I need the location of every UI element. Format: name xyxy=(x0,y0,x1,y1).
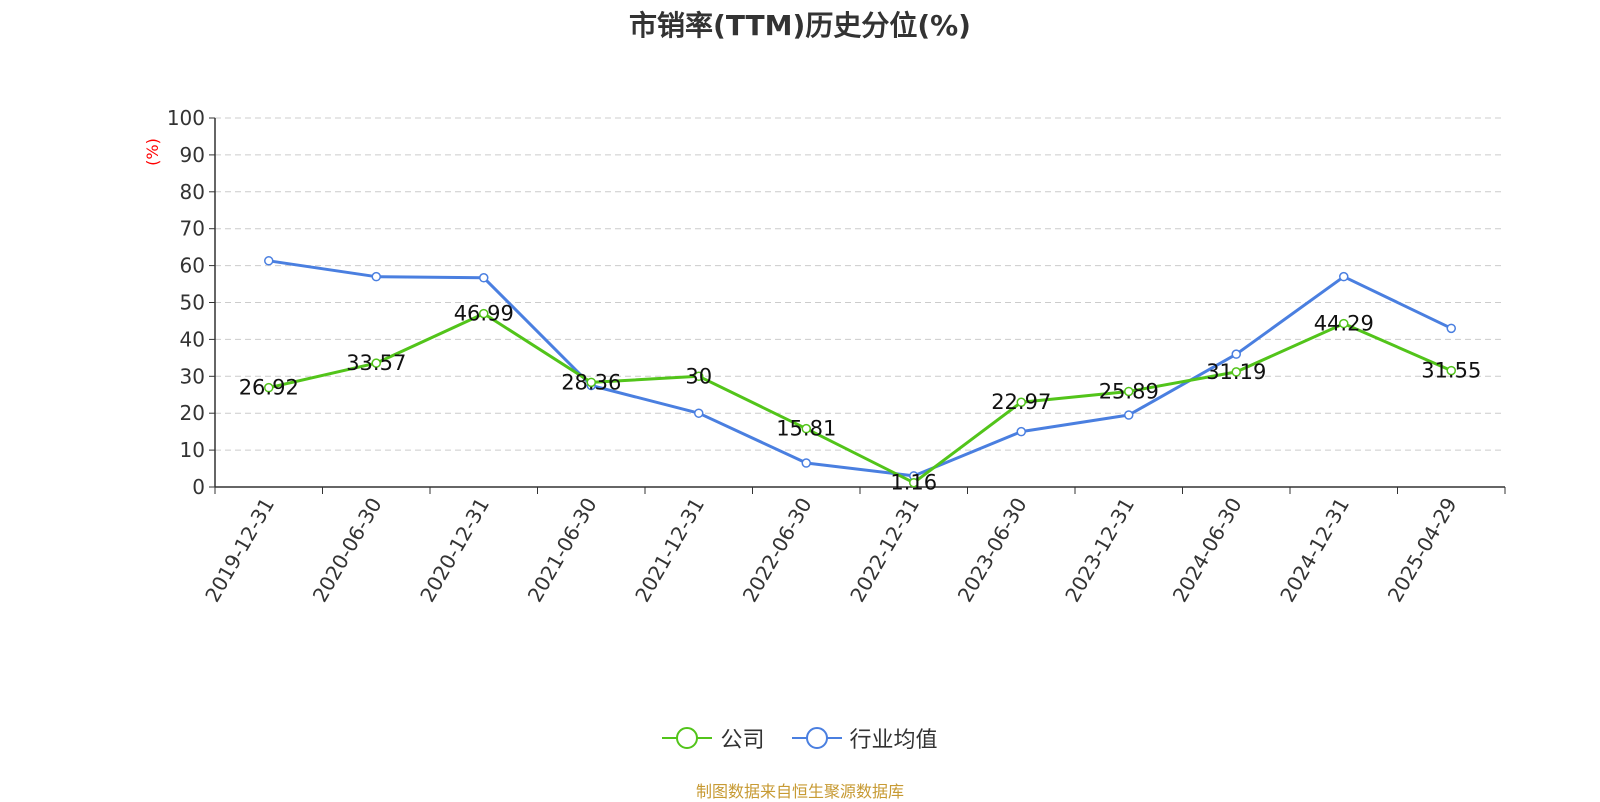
x-tick-label-0: 2019-12-31 xyxy=(200,494,279,607)
series-0-point-4 xyxy=(694,371,704,382)
chart-plot: 0 10 20 30 40 50 60 70 80 90 100 (%) 2019-12-31 2020-… xyxy=(143,106,1506,607)
y-tick-label-90: 90 xyxy=(180,143,205,167)
series-1-point-8 xyxy=(1124,410,1134,420)
legend-industry-label: 行业均值 xyxy=(849,728,938,753)
series-1-point-2 xyxy=(479,273,489,283)
data-label-11: 31.55 xyxy=(1421,359,1481,383)
y-tick-label-30: 30 xyxy=(180,364,205,388)
series-line-0 xyxy=(268,312,1452,485)
data-label-1: 33.57 xyxy=(346,351,406,375)
legend-item-company[interactable]: 公司 xyxy=(662,722,765,754)
y-tick-label-50: 50 xyxy=(180,291,205,315)
data-label-2: 46.99 xyxy=(454,302,514,326)
x-tick-label-10: 2024-12-31 xyxy=(1275,494,1354,607)
series-0-point-5 xyxy=(801,423,811,434)
legend: 公司 行业均值 xyxy=(0,722,1600,756)
series-0-point-9 xyxy=(1231,367,1241,377)
series-0-point-0 xyxy=(264,382,274,393)
data-label-10: 44.29 xyxy=(1314,312,1374,336)
data-label-7: 22.97 xyxy=(991,390,1051,414)
x-tick-label-5: 2022-06-30 xyxy=(738,494,817,607)
series-0-point-6 xyxy=(909,477,919,488)
series-lines xyxy=(264,256,1456,488)
y-tick-label-0: 0 xyxy=(192,475,205,499)
x-tick-label-7: 2023-06-30 xyxy=(953,494,1032,607)
series-0-point-8 xyxy=(1124,386,1134,397)
legend-item-industry[interactable]: 行业均值 xyxy=(791,722,938,754)
x-tick-label-4: 2021-12-31 xyxy=(630,494,709,607)
series-1-point-0 xyxy=(264,256,274,266)
series-0-point-1 xyxy=(371,358,381,368)
data-label-4: 30 xyxy=(685,364,712,388)
chart-title: 市销率(TTM)历史分位(%) xyxy=(629,9,971,42)
data-label-0: 26.92 xyxy=(239,376,299,400)
series-1-point-1 xyxy=(371,271,381,282)
source-note: 制图数据来自恒生聚源数据库 xyxy=(695,782,904,801)
series-1-point-4 xyxy=(694,408,704,418)
series-0-point-7 xyxy=(1016,397,1026,407)
y-tick-label-70: 70 xyxy=(180,217,205,241)
data-labels: 26.92 33.57 46.99 28.36 30 15.81 1.16 22.97 25.8… xyxy=(239,302,1482,495)
series-1-point-5 xyxy=(801,458,811,468)
x-tick-label-11: 2025-04-29 xyxy=(1383,494,1462,607)
legend-company-label: 公司 xyxy=(720,728,765,753)
y-tick-label-100: 100 xyxy=(167,106,205,130)
series-0-point-2 xyxy=(479,308,489,319)
data-label-5: 15.81 xyxy=(776,417,836,441)
data-label-3: 28.36 xyxy=(561,370,621,394)
series-0-point-3 xyxy=(586,377,596,388)
series-1-point-9 xyxy=(1231,349,1241,359)
series-line-1 xyxy=(268,259,1452,478)
x-tick-label-3: 2021-06-30 xyxy=(523,494,602,607)
x-tick-label-2: 2020-12-31 xyxy=(415,494,494,607)
series-0-point-11 xyxy=(1446,365,1456,376)
series-0-point-10 xyxy=(1339,318,1349,329)
y-tick-label-10: 10 xyxy=(180,438,205,462)
y-tick-label-20: 20 xyxy=(180,401,205,425)
grid-lines xyxy=(215,117,1505,451)
x-tick-label-1: 2020-06-30 xyxy=(308,494,387,607)
x-tick-label-8: 2023-12-31 xyxy=(1060,494,1139,607)
legend-industry-icon xyxy=(791,727,842,749)
y-tick-label-40: 40 xyxy=(180,327,205,351)
x-tick-label-9: 2024-06-30 xyxy=(1168,494,1247,607)
data-label-8: 25.89 xyxy=(1099,379,1159,403)
legend-company-icon xyxy=(662,727,713,749)
y-axis-label: (%) xyxy=(143,138,162,166)
series-1-point-10 xyxy=(1339,271,1349,282)
y-tick-label-80: 80 xyxy=(180,180,205,204)
x-tick-label-6: 2022-12-31 xyxy=(845,494,924,607)
series-1-point-11 xyxy=(1446,323,1456,334)
series-1-point-7 xyxy=(1016,426,1026,437)
data-label-6: 1.16 xyxy=(890,471,937,495)
y-tick-label-60: 60 xyxy=(180,254,205,278)
data-label-9: 31.19 xyxy=(1206,360,1266,384)
